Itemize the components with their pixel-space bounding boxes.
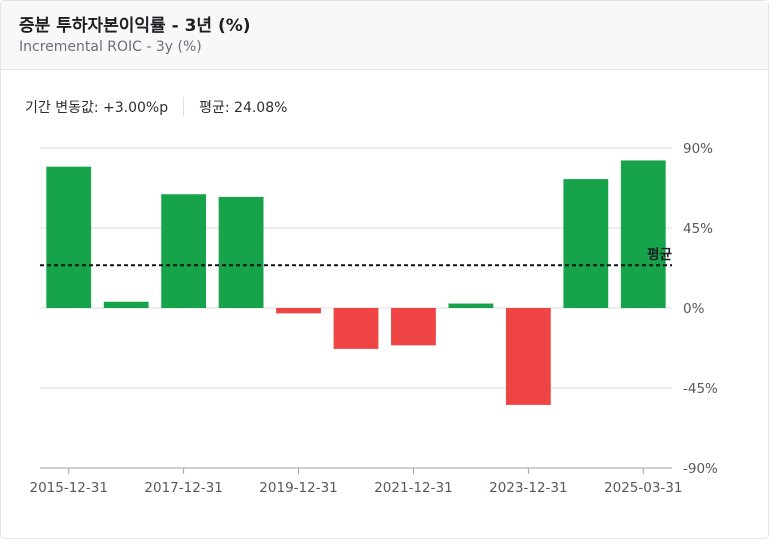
y-tick-label: -90% [683, 461, 718, 477]
bar [103, 301, 149, 308]
bar [620, 160, 666, 308]
x-tick-label: 2019-12-31 [259, 480, 337, 496]
bar [333, 308, 379, 349]
average-line-label: 평균 [647, 246, 672, 263]
bar [46, 166, 92, 308]
average-stat: 평균: 24.08% [199, 100, 288, 116]
chart-subtitle: Incremental ROIC - 3y (%) [19, 39, 202, 55]
x-tick-label: 2023-12-31 [489, 480, 567, 496]
bar [161, 194, 207, 308]
x-tick-label: 2017-12-31 [144, 480, 222, 496]
x-tick-label: 2025-03-31 [604, 480, 682, 496]
period-change-stat: 기간 변동값: +3.00%p [25, 100, 169, 116]
x-tick-label: 2015-12-31 [29, 480, 107, 496]
stats-row: 기간 변동값: +3.00%p 평균: 24.08% [25, 97, 287, 117]
bar [276, 308, 321, 314]
y-tick-label: 90% [683, 141, 713, 157]
bar [218, 196, 264, 308]
x-tick-label: 2021-12-31 [374, 480, 452, 496]
bar [505, 308, 551, 405]
y-tick-label: -45% [683, 381, 718, 397]
y-tick-label: 0% [683, 301, 705, 317]
chart-title: 증분 투하자본이익률 - 3년 (%) [19, 16, 251, 36]
bar [448, 303, 494, 308]
bar [391, 308, 436, 346]
card-header: 증분 투하자본이익률 - 3년 (%) Incremental ROIC - 3… [1, 1, 768, 70]
bar [563, 179, 609, 308]
y-tick-label: 45% [683, 221, 713, 237]
stats-divider [183, 97, 185, 117]
